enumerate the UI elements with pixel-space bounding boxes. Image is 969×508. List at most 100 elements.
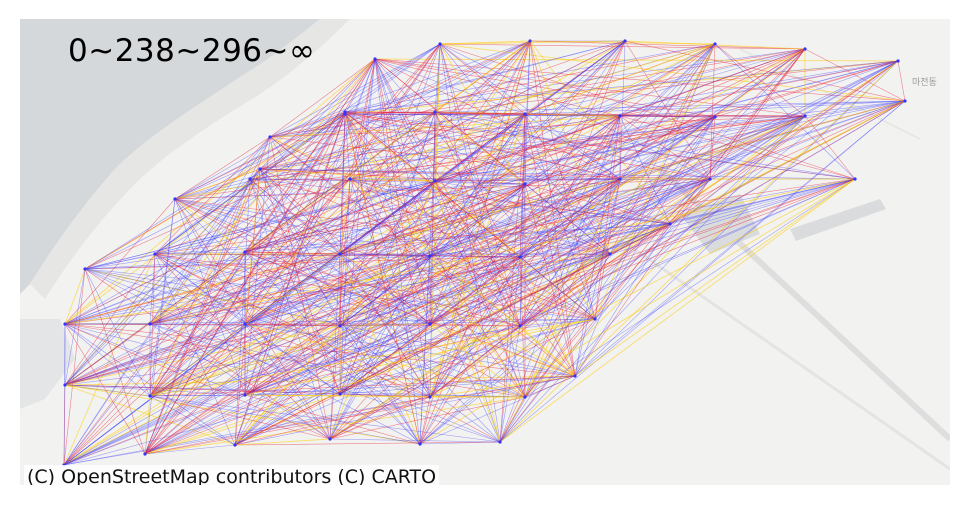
network-edge bbox=[329, 40, 531, 440]
network-edge bbox=[84, 253, 156, 270]
network-edge bbox=[524, 40, 626, 115]
network-edge bbox=[84, 268, 421, 445]
network-edge bbox=[344, 48, 806, 115]
network-edge bbox=[174, 178, 711, 200]
network-edge bbox=[149, 325, 521, 397]
network-edge bbox=[349, 178, 521, 258]
network-edge bbox=[149, 178, 856, 325]
network-edge bbox=[519, 40, 626, 327]
network-edge bbox=[499, 253, 611, 443]
network-edge bbox=[234, 100, 906, 446]
network-edge bbox=[64, 323, 576, 377]
network-edge bbox=[594, 115, 621, 320]
network-edge bbox=[519, 223, 671, 327]
network-node bbox=[268, 135, 272, 139]
network-edge bbox=[244, 136, 271, 396]
network-edge bbox=[149, 253, 611, 325]
network-node bbox=[338, 252, 342, 256]
network-edge bbox=[329, 325, 521, 440]
network-edge bbox=[259, 58, 376, 170]
network-edge bbox=[63, 255, 431, 466]
network-edge bbox=[529, 40, 671, 225]
network-edge bbox=[244, 318, 596, 396]
network-edge bbox=[329, 323, 431, 440]
network-edge bbox=[64, 384, 421, 445]
network-edge bbox=[609, 43, 716, 255]
network-edge bbox=[64, 253, 156, 386]
network-node bbox=[608, 252, 612, 256]
network-edge bbox=[149, 255, 431, 325]
network-edge bbox=[339, 180, 436, 395]
industrial-strip bbox=[790, 199, 886, 241]
network-edge bbox=[64, 111, 436, 325]
network-edge bbox=[64, 198, 176, 325]
network-edge bbox=[63, 113, 526, 466]
network-edge bbox=[619, 115, 856, 180]
network-node bbox=[418, 442, 422, 446]
network-edge bbox=[339, 325, 431, 398]
network-edge bbox=[519, 256, 526, 398]
network-edge bbox=[234, 115, 621, 446]
network-edge bbox=[84, 268, 501, 443]
network-edge bbox=[244, 113, 526, 253]
network-edge bbox=[619, 115, 671, 225]
network-edge bbox=[439, 43, 526, 115]
network-edge bbox=[149, 253, 156, 397]
network-edge bbox=[244, 323, 341, 395]
network-edge bbox=[519, 100, 906, 327]
network-edge bbox=[329, 223, 671, 440]
network-edge bbox=[574, 60, 899, 377]
network-edge bbox=[519, 115, 621, 327]
network-edge bbox=[259, 168, 341, 255]
network-edge bbox=[244, 111, 346, 325]
network-edge bbox=[64, 268, 86, 386]
network-edge bbox=[64, 58, 376, 325]
network-edge bbox=[144, 178, 856, 455]
network-node bbox=[518, 255, 522, 259]
network-edge bbox=[63, 115, 806, 466]
network-edge bbox=[374, 58, 431, 257]
network-edge bbox=[174, 43, 441, 200]
network-edge bbox=[429, 255, 501, 443]
network-edge bbox=[64, 323, 246, 396]
network-edge bbox=[259, 168, 711, 180]
network-edge bbox=[154, 253, 246, 325]
network-edge bbox=[349, 43, 716, 180]
network-edge bbox=[63, 183, 526, 466]
network-node bbox=[803, 47, 807, 51]
network-edge bbox=[429, 223, 671, 257]
network-edge bbox=[344, 113, 351, 180]
network-node bbox=[338, 392, 342, 396]
network-edge bbox=[64, 323, 341, 395]
network-edge bbox=[339, 178, 711, 395]
network-edge bbox=[149, 395, 421, 445]
network-edge bbox=[619, 48, 806, 180]
network-edge bbox=[144, 183, 526, 455]
network-edge bbox=[244, 323, 341, 327]
network-edge bbox=[339, 115, 806, 327]
network-edge bbox=[64, 323, 236, 446]
network-node bbox=[143, 452, 147, 456]
network-edge bbox=[519, 43, 716, 258]
network-edge bbox=[344, 111, 596, 320]
network-edge bbox=[149, 58, 376, 325]
network-edge bbox=[234, 396, 431, 446]
network-edge bbox=[244, 178, 351, 325]
network-node bbox=[83, 267, 87, 271]
network-edge bbox=[64, 384, 501, 443]
network-node bbox=[243, 250, 247, 254]
network-node bbox=[63, 322, 67, 326]
network-edge bbox=[344, 60, 899, 113]
network-edge bbox=[619, 100, 906, 117]
network-edge bbox=[439, 43, 621, 180]
network-edge bbox=[63, 223, 671, 466]
network-edge bbox=[429, 325, 521, 398]
map-view[interactable]: 마전동 0~238~296~∞ (C) OpenStreetMap contri… bbox=[20, 19, 950, 485]
network-edge bbox=[149, 253, 156, 325]
network-edge bbox=[154, 253, 431, 398]
network-edge bbox=[259, 168, 596, 320]
network-edge bbox=[429, 255, 526, 398]
network-edge bbox=[499, 178, 711, 443]
network-edge bbox=[259, 40, 531, 170]
network-edge bbox=[524, 113, 596, 320]
